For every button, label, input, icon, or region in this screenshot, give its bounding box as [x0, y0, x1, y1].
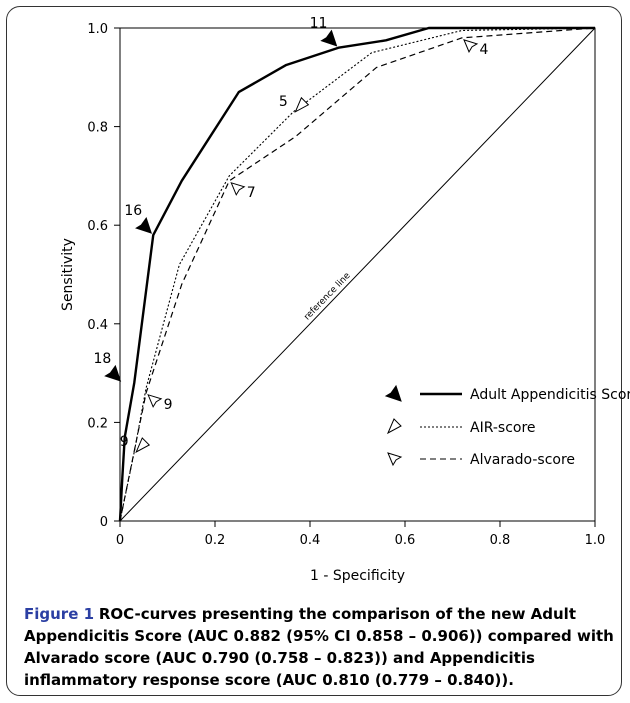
plot-border [119, 27, 596, 522]
series-line-3 [119, 27, 596, 522]
roc-chart: 0 0.2 0.4 0.6 0.8 1.0 0 0.2 0.4 0.6 0.8 1.0 referenc… [60, 16, 630, 584]
series-line-1 [118, 26, 595, 522]
y-tick-label: 0.6 [87, 219, 108, 234]
marker-arrow-open [147, 394, 163, 408]
marker-arrow-filled [135, 216, 153, 234]
x-tick-label: 0.8 [490, 533, 511, 548]
marker-score-label: 4 [480, 42, 489, 58]
reference-line-label: reference line [302, 271, 353, 323]
marker-triangle-open [294, 96, 310, 113]
x-tick-label: 0.4 [300, 533, 321, 548]
marker-score-label: 11 [310, 16, 328, 32]
marker-arrow-filled [384, 384, 402, 402]
marker-score-label: 9 [120, 434, 129, 450]
caption-label: Figure 1 [24, 605, 95, 623]
y-tick-label: 0.8 [87, 121, 108, 136]
marker-arrow-open [463, 39, 479, 53]
figure-caption: Figure 1 ROC-curves presenting the compa… [24, 603, 614, 691]
x-tick-label: 0 [116, 533, 124, 548]
marker-arrow-filled [104, 364, 122, 382]
y-tick-label: 0.4 [87, 318, 108, 333]
y-axis-title: Sensitivity [60, 238, 76, 311]
x-tick-label: 1.0 [585, 533, 606, 548]
plot-area: 0 0.2 0.4 0.6 0.8 1.0 0 0.2 0.4 0.6 0.8 1.0 referenc… [87, 16, 630, 548]
y-tick-label: 0.2 [87, 416, 108, 431]
marker-score-label: 5 [279, 94, 288, 110]
marker-triangle-open [135, 437, 151, 454]
legend-label: Alvarado-score [470, 452, 575, 468]
caption-text: ROC-curves presenting the comparison of … [24, 605, 614, 689]
marker-arrow-open [387, 452, 403, 467]
x-axis-title: 1 - Specificity [310, 568, 405, 584]
marker-arrow-open [230, 182, 246, 196]
marker-triangle-open [386, 418, 402, 435]
marker-score-label: 16 [124, 203, 142, 219]
marker-arrow-filled [320, 29, 338, 47]
marker-score-label: 7 [247, 185, 256, 201]
x-tick-label: 0.2 [205, 533, 226, 548]
marker-score-label: 18 [93, 351, 111, 367]
x-tick-label: 0.6 [395, 533, 416, 548]
marker-score-label: 9 [164, 397, 173, 413]
legend-label: Adult Appendicitis Score [470, 387, 630, 403]
reference-line [119, 27, 596, 522]
y-tick-label: 0 [100, 515, 108, 530]
legend-label: AIR-score [470, 420, 536, 436]
y-tick-label: 1.0 [87, 22, 108, 37]
